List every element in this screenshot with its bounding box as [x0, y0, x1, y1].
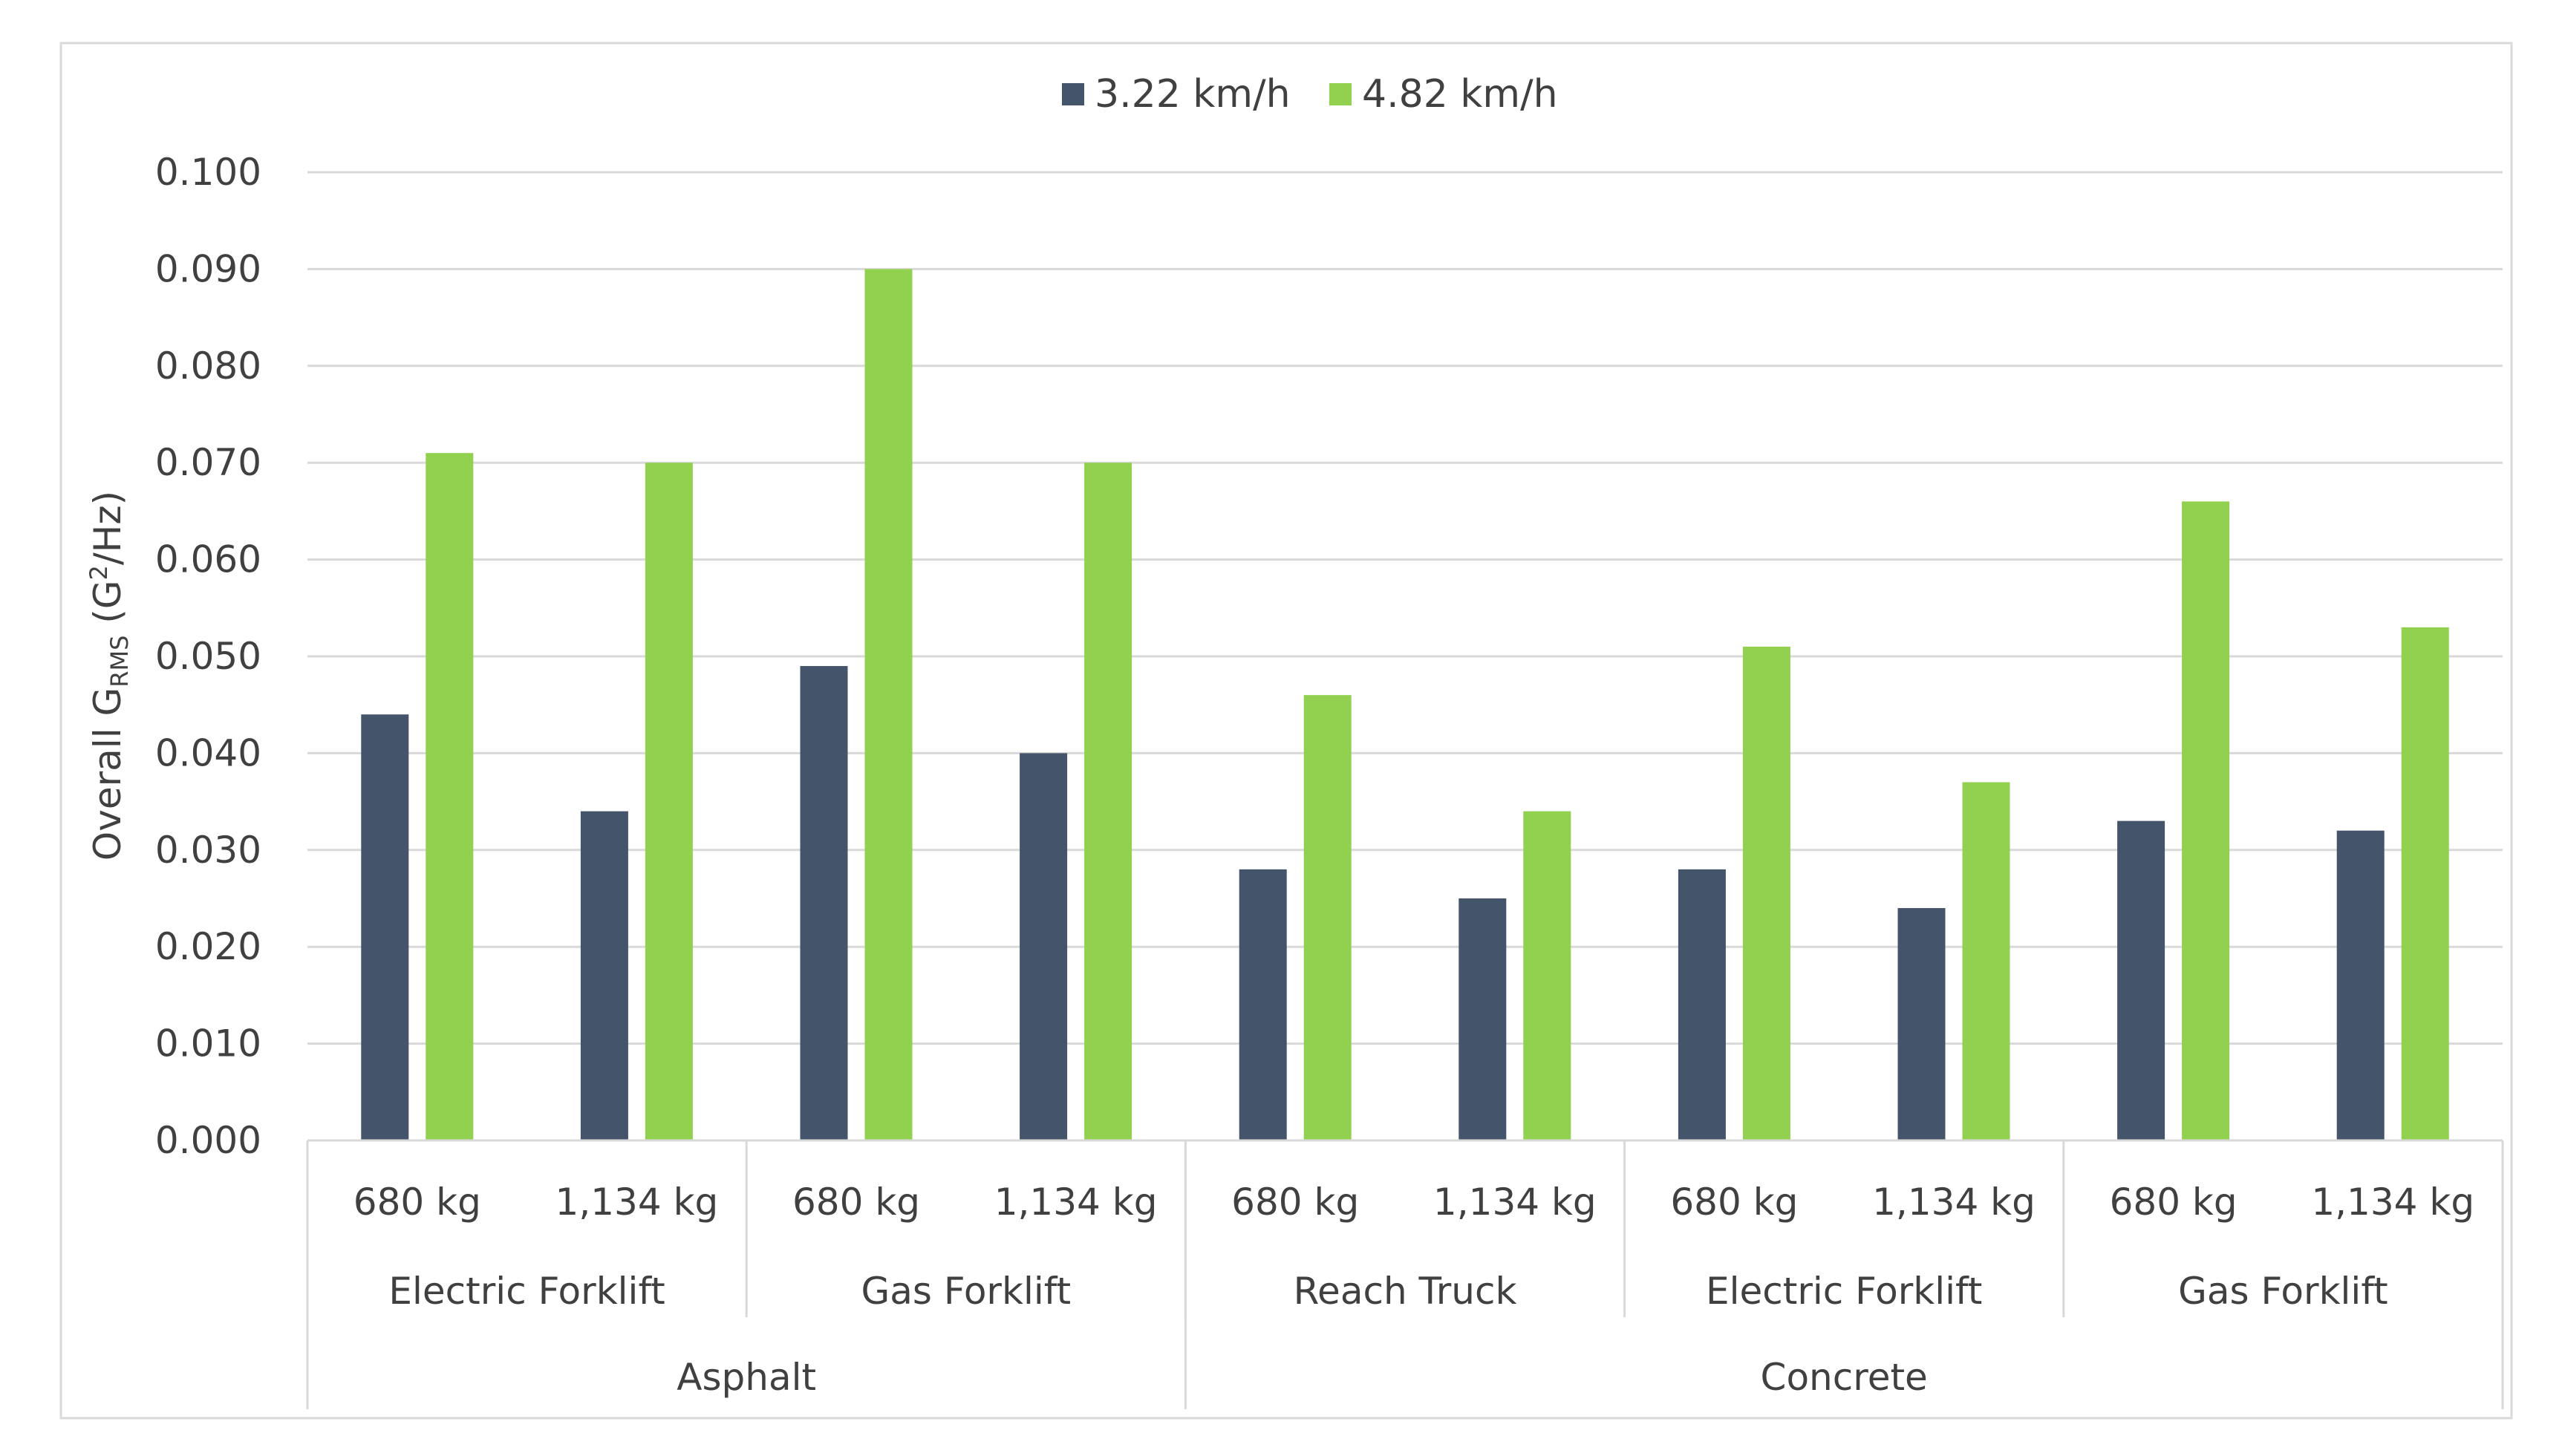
y-tick-label: 0.010 [155, 1022, 261, 1065]
bar-series1 [1459, 898, 1507, 1140]
bar-series1 [361, 714, 409, 1140]
bar-series1 [2117, 820, 2165, 1140]
x-tick-label: 680 kg [792, 1181, 920, 1224]
bars [361, 269, 2449, 1140]
x-group-label: Reach Truck [1294, 1270, 1517, 1313]
x-tick-label: 680 kg [1670, 1181, 1798, 1224]
bar-series1 [2336, 830, 2385, 1140]
x-tick-label: 680 kg [353, 1181, 481, 1224]
y-axis-label-subscript: RMS [105, 636, 134, 688]
y-tick-label: 0.040 [155, 731, 261, 774]
x-tick-label: 1,134 kg [1433, 1181, 1597, 1224]
y-tick-label: 0.080 [155, 345, 261, 388]
y-tick-label: 0.030 [155, 829, 261, 872]
x-tick-label: 1,134 kg [2311, 1181, 2474, 1224]
x-surface-label: Concrete [1761, 1356, 1928, 1399]
bar-series2 [2182, 501, 2230, 1140]
bar-series2 [426, 453, 474, 1140]
bar-series1 [1020, 753, 1068, 1140]
bar-series2 [1742, 646, 1790, 1140]
bar-series2 [1303, 695, 1352, 1140]
legend-label: 4.82 km/h [1362, 72, 1558, 117]
x-tick-label: 680 kg [2110, 1181, 2238, 1224]
y-tick-label: 0.070 [155, 441, 261, 484]
bar-series1 [1678, 869, 1726, 1140]
legend: 3.22 km/h 4.82 km/h [1062, 72, 1558, 117]
x-surface-label: Asphalt [677, 1356, 816, 1399]
bar-series2 [864, 269, 913, 1140]
bar-series1 [580, 811, 628, 1140]
legend-swatch [1329, 83, 1352, 105]
y-tick-label: 0.060 [155, 538, 261, 581]
y-axis-ticks: 0.000 0.010 0.020 0.030 0.040 0.050 0.060 0.070… [155, 151, 261, 1162]
x-group-label: Gas Forklift [861, 1270, 1072, 1313]
x-tick-label: 1,134 kg [555, 1181, 719, 1224]
legend-swatch [1062, 83, 1084, 105]
y-tick-label: 0.100 [155, 151, 261, 194]
bar-series1 [1897, 908, 1946, 1140]
bar-series2 [645, 463, 693, 1140]
y-tick-label: 0.020 [155, 925, 261, 968]
bar-series2 [1084, 463, 1132, 1140]
y-tick-label: 0.050 [155, 635, 261, 678]
x-tick-label: 1,134 kg [994, 1181, 1158, 1224]
x-group-label: Electric Forklift [388, 1270, 665, 1313]
x-axis: 680 kg 1,134 kg 680 kg 1,134 kg 680 kg 1,134 … [306, 1139, 2504, 1409]
y-tick-label: 0.090 [155, 247, 261, 290]
x-group-label: Gas Forklift [2178, 1270, 2388, 1313]
y-axis-label-suffix: /Hz) [86, 491, 129, 565]
x-tick-label: 680 kg [1231, 1181, 1359, 1224]
y-axis-label-superscript: 2 [85, 565, 113, 580]
x-group-label: Electric Forklift [1706, 1270, 1982, 1313]
legend-label: 3.22 km/h [1095, 72, 1291, 117]
bar-series1 [800, 666, 848, 1140]
x-tick-label: 1,134 kg [1872, 1181, 2036, 1224]
bar-series2 [1523, 811, 1571, 1140]
y-axis-label-mid: (G [86, 580, 129, 635]
bar-series1 [1239, 869, 1287, 1140]
y-tick-label: 0.000 [155, 1119, 261, 1162]
y-axis-label-prefix: Overall G [86, 688, 129, 861]
y-axis-label: Overall GRMS (G2/Hz) [85, 491, 134, 861]
bar-series2 [2401, 627, 2449, 1140]
bar-series2 [1962, 782, 2010, 1140]
